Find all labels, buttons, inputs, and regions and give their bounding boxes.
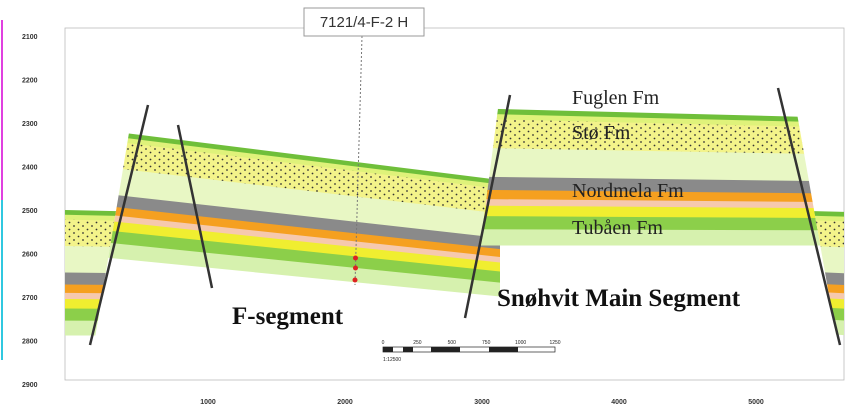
formation-label: Tubåen Fm (572, 217, 663, 239)
well-marker (353, 256, 358, 261)
formation-label: Fuglen Fm (572, 87, 660, 109)
scale-label: 0 (382, 340, 385, 346)
scale-bar-segment (431, 347, 460, 352)
stratum (65, 299, 155, 310)
well-label: 7121/4-F-2 H (320, 14, 408, 31)
scale-label: 250 (413, 340, 422, 346)
depth-label: 2300 (22, 121, 38, 128)
stratum (65, 309, 155, 322)
scale-label: 500 (448, 340, 457, 346)
depth-label: 2400 (22, 165, 38, 172)
stratum (65, 285, 155, 295)
distance-label: 4000 (611, 399, 627, 406)
depth-label: 2100 (22, 34, 38, 41)
depth-label: 2900 (22, 382, 38, 389)
depth-label: 2800 (22, 339, 38, 346)
stratum (770, 245, 850, 274)
formation-label: Nordmela Fm (572, 180, 684, 202)
segment-label: Snøhvit Main Segment (497, 285, 741, 312)
distance-label: 5000 (748, 399, 764, 406)
stratum (65, 273, 155, 286)
fault-block (85, 128, 500, 297)
depth-label: 2600 (22, 252, 38, 259)
scale-bar-segment (383, 347, 393, 352)
scale-label: 1000 (515, 340, 526, 346)
well-marker (353, 278, 358, 283)
scale-label: 750 (482, 340, 491, 346)
depth-label: 2500 (22, 208, 38, 215)
well-marker (353, 266, 358, 271)
formation-label: Stø Fm (572, 122, 631, 144)
distance-label: 2000 (337, 399, 353, 406)
depth-label: 2700 (22, 295, 38, 302)
cross-section: 7121/4-F-2 H 1:12500 025050075010001250 … (0, 0, 856, 409)
depth-label: 2200 (22, 78, 38, 85)
stratum (65, 293, 155, 300)
segment-label: F-segment (232, 303, 344, 330)
distance-label: 3000 (474, 399, 490, 406)
scale-bar-segment (403, 347, 413, 352)
scale-ratio: 1:12500 (383, 357, 401, 363)
scale-bar: 1:12500 0 250 500 750 1000 1250 (382, 340, 561, 363)
distance-label: 1000 (200, 399, 216, 406)
scale-label: 1250 (549, 340, 560, 346)
scale-bar-segment (489, 347, 518, 352)
stratum (65, 321, 155, 336)
